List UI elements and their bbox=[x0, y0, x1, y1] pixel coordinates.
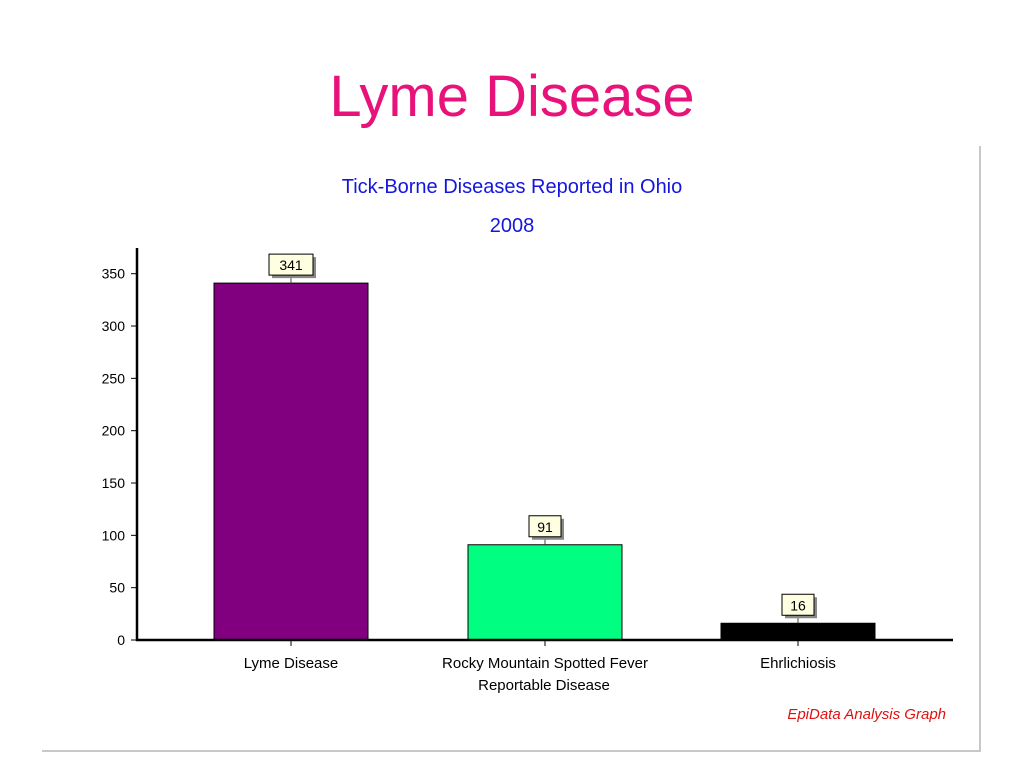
data-label: 91 bbox=[537, 519, 553, 535]
y-tick-label: 350 bbox=[102, 266, 126, 282]
bar bbox=[720, 622, 876, 641]
x-axis-label: Reportable Disease bbox=[478, 677, 610, 694]
chart-footnote: EpiData Analysis Graph bbox=[787, 706, 946, 723]
chart-title: Tick-Borne Diseases Reported in Ohio bbox=[342, 176, 683, 198]
data-label: 16 bbox=[790, 597, 806, 613]
data-label-box bbox=[268, 253, 314, 276]
y-tick-label: 0 bbox=[117, 632, 125, 648]
data-label-box bbox=[781, 593, 815, 616]
y-tick-label: 100 bbox=[102, 527, 126, 543]
y-tick-label: 50 bbox=[109, 580, 125, 596]
chart-subtitle: 2008 bbox=[490, 215, 535, 237]
slide-title: Lyme Disease bbox=[329, 64, 695, 129]
y-tick-label: 200 bbox=[102, 423, 126, 439]
y-tick-label: 150 bbox=[102, 475, 126, 491]
y-tick-label: 300 bbox=[102, 318, 126, 334]
bar bbox=[467, 544, 623, 641]
data-label: 341 bbox=[279, 257, 303, 273]
bar bbox=[213, 282, 369, 641]
x-tick-label: Lyme Disease bbox=[244, 655, 338, 672]
x-tick-label: Ehrlichiosis bbox=[760, 655, 836, 672]
x-tick-label: Rocky Mountain Spotted Fever bbox=[442, 655, 648, 672]
frame-right-border bbox=[979, 146, 981, 752]
data-label-box bbox=[528, 515, 562, 538]
frame-bottom-border bbox=[42, 750, 981, 752]
y-tick-label: 250 bbox=[102, 370, 126, 386]
